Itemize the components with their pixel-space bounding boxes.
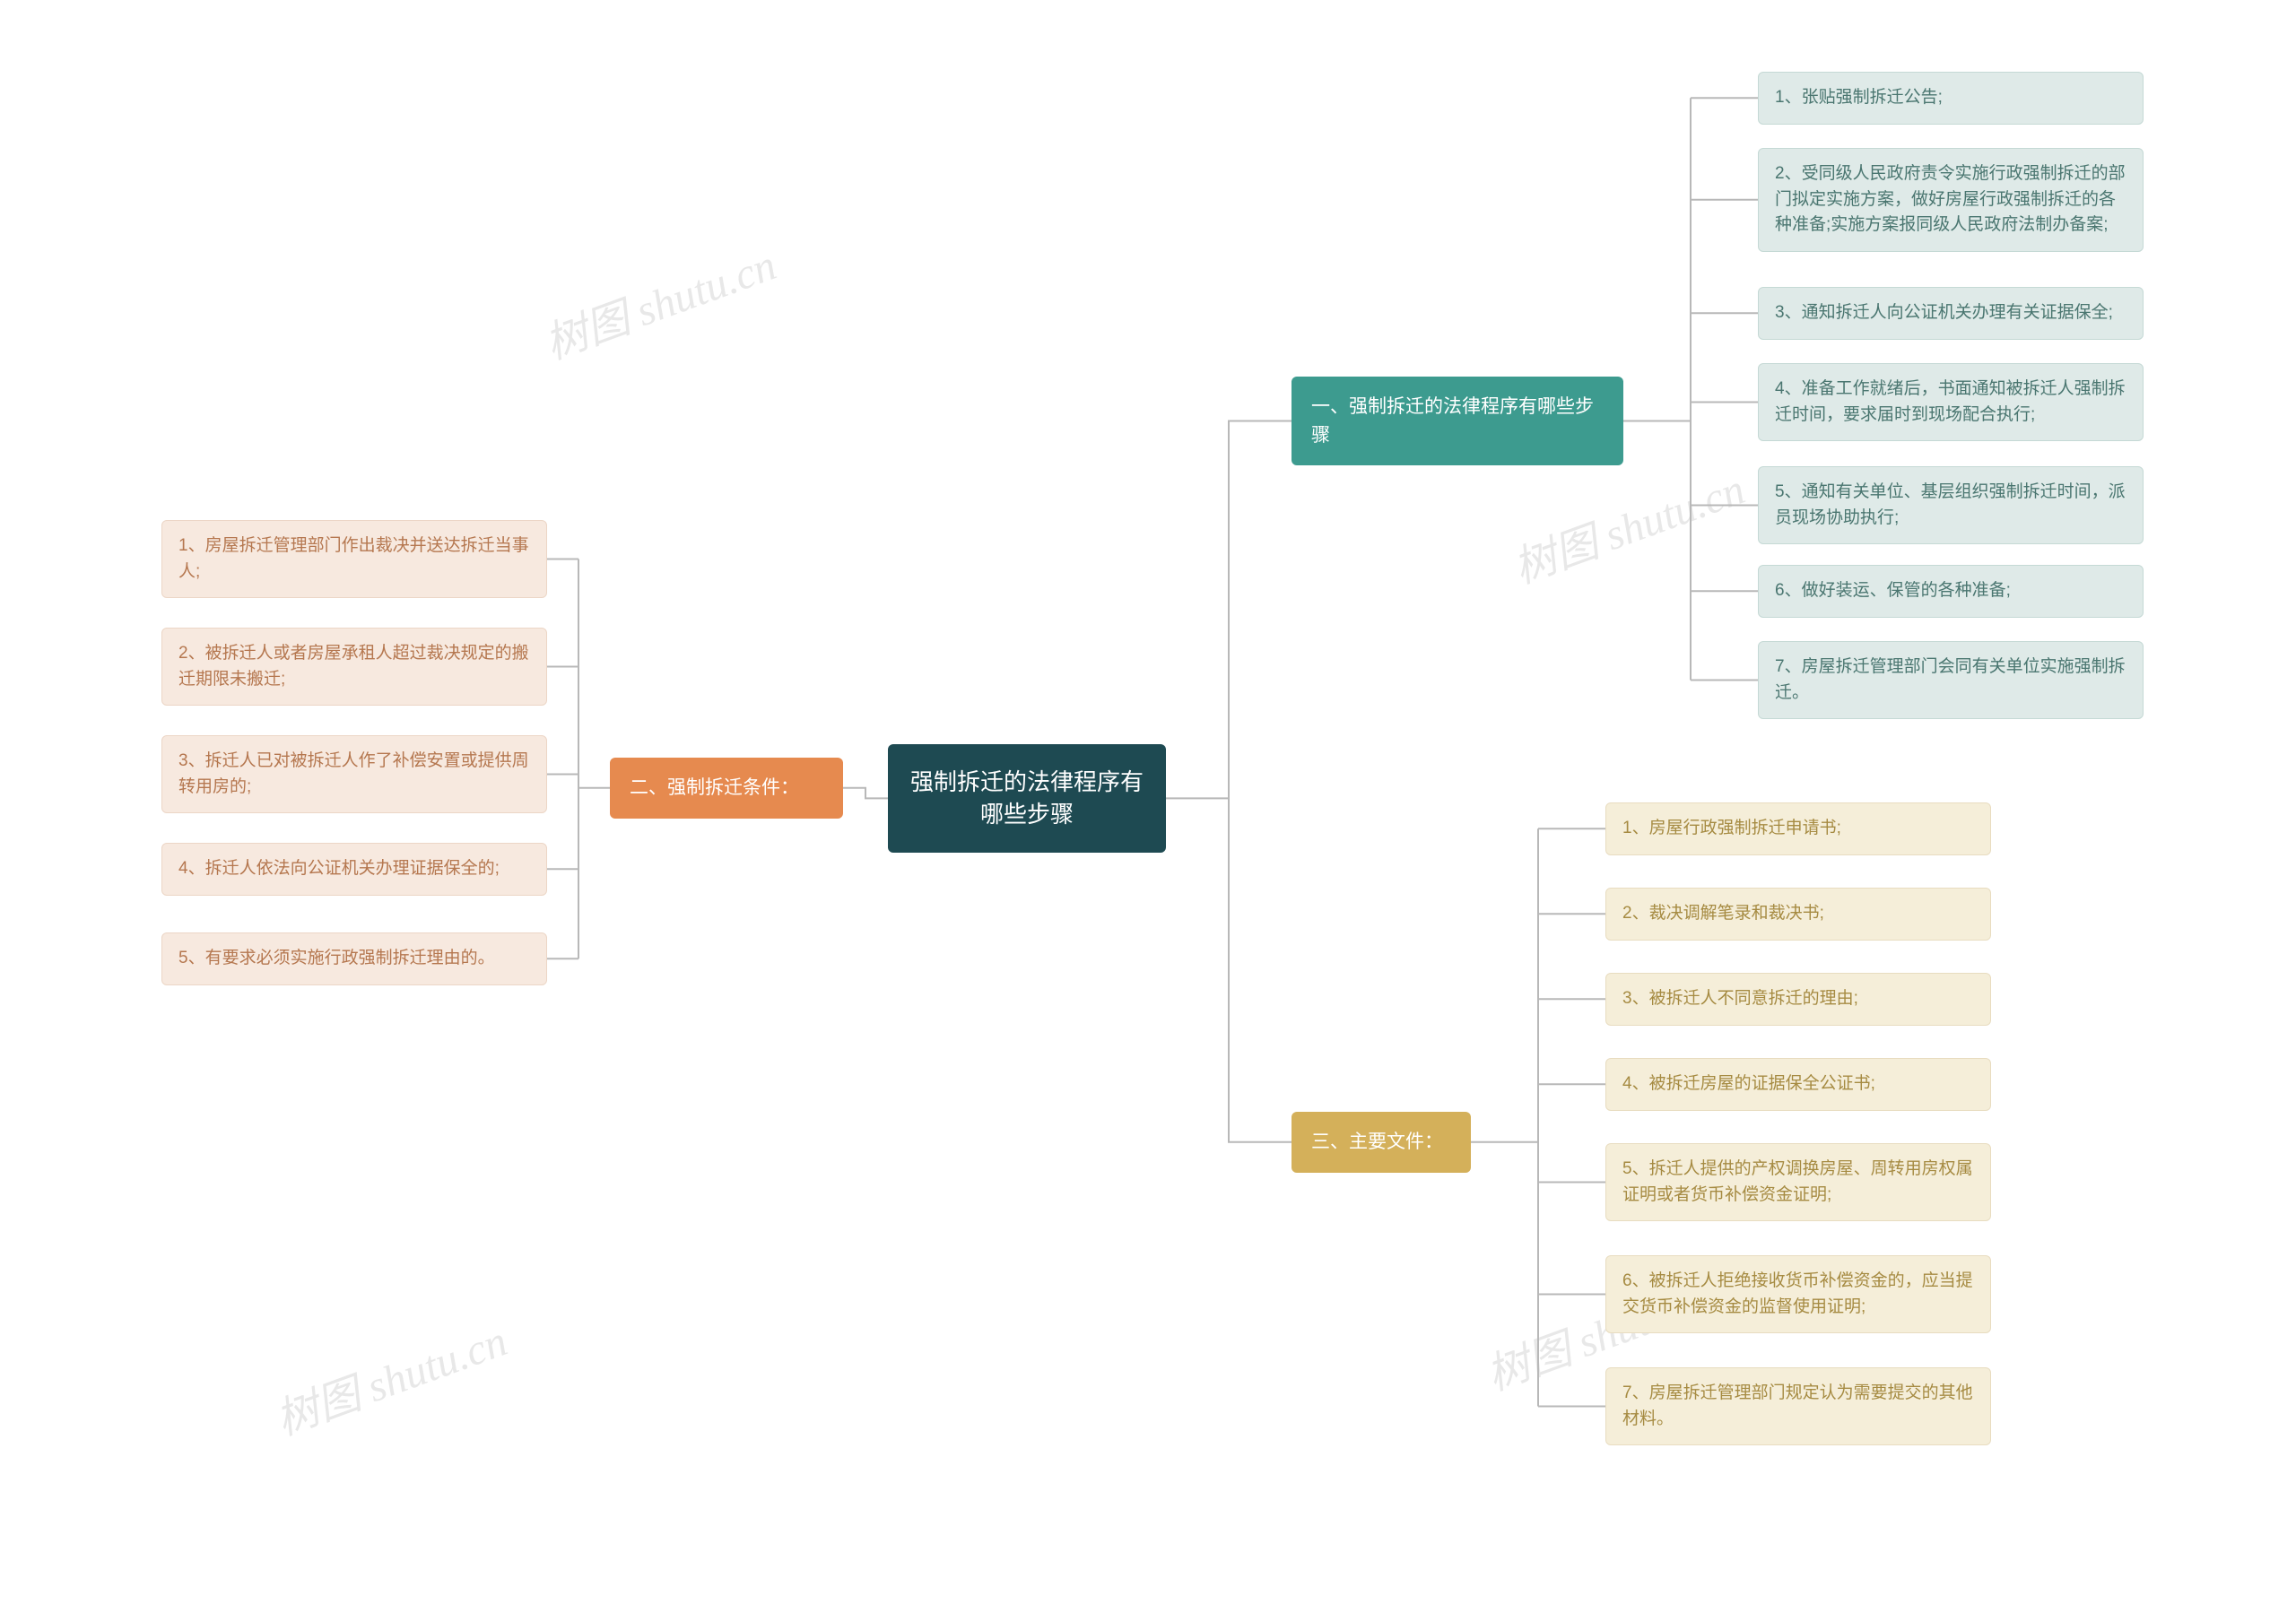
leaf-node: 2、被拆迁人或者房屋承租人超过裁决规定的搬迁期限未搬迁; [161, 628, 547, 706]
leaf-node: 7、房屋拆迁管理部门规定认为需要提交的其他材料。 [1605, 1367, 1991, 1445]
leaf-node: 6、被拆迁人拒绝接收货币补偿资金的，应当提交货币补偿资金的监督使用证明; [1605, 1255, 1991, 1333]
watermark: 树图 shutu.cn [265, 1305, 514, 1447]
leaf-node: 5、拆迁人提供的产权调换房屋、周转用房权属证明或者货币补偿资金证明; [1605, 1143, 1991, 1221]
branch-node-1: 一、强制拆迁的法律程序有哪些步骤 [1292, 377, 1623, 465]
leaf-node: 3、通知拆迁人向公证机关办理有关证据保全; [1758, 287, 2144, 340]
leaf-node: 4、被拆迁房屋的证据保全公证书; [1605, 1058, 1991, 1111]
mindmap-canvas: 树图 shutu.cn 树图 shutu.cn 树图 shutu.cn 树图 s… [0, 0, 2296, 1613]
leaf-node: 4、准备工作就绪后，书面通知被拆迁人强制拆迁时间，要求届时到现场配合执行; [1758, 363, 2144, 441]
root-node: 强制拆迁的法律程序有哪些步骤 [888, 744, 1166, 853]
watermark: 树图 shutu.cn [1503, 454, 1752, 595]
leaf-node: 7、房屋拆迁管理部门会同有关单位实施强制拆迁。 [1758, 641, 2144, 719]
leaf-node: 1、张贴强制拆迁公告; [1758, 72, 2144, 125]
leaf-node: 3、被拆迁人不同意拆迁的理由; [1605, 973, 1991, 1026]
leaf-node: 5、通知有关单位、基层组织强制拆迁时间，派员现场协助执行; [1758, 466, 2144, 544]
leaf-node: 2、受同级人民政府责令实施行政强制拆迁的部门拟定实施方案，做好房屋行政强制拆迁的… [1758, 148, 2144, 252]
leaf-node: 3、拆迁人已对被拆迁人作了补偿安置或提供周转用房的; [161, 735, 547, 813]
leaf-node: 5、有要求必须实施行政强制拆迁理由的。 [161, 932, 547, 985]
branch-node-3: 三、主要文件： [1292, 1112, 1471, 1173]
branch-node-2: 二、强制拆迁条件： [610, 758, 843, 819]
leaf-node: 6、做好装运、保管的各种准备; [1758, 565, 2144, 618]
leaf-node: 1、房屋行政强制拆迁申请书; [1605, 802, 1991, 855]
leaf-node: 2、裁决调解笔录和裁决书; [1605, 888, 1991, 941]
watermark: 树图 shutu.cn [535, 230, 783, 371]
leaf-node: 1、房屋拆迁管理部门作出裁决并送达拆迁当事人; [161, 520, 547, 598]
leaf-node: 4、拆迁人依法向公证机关办理证据保全的; [161, 843, 547, 896]
